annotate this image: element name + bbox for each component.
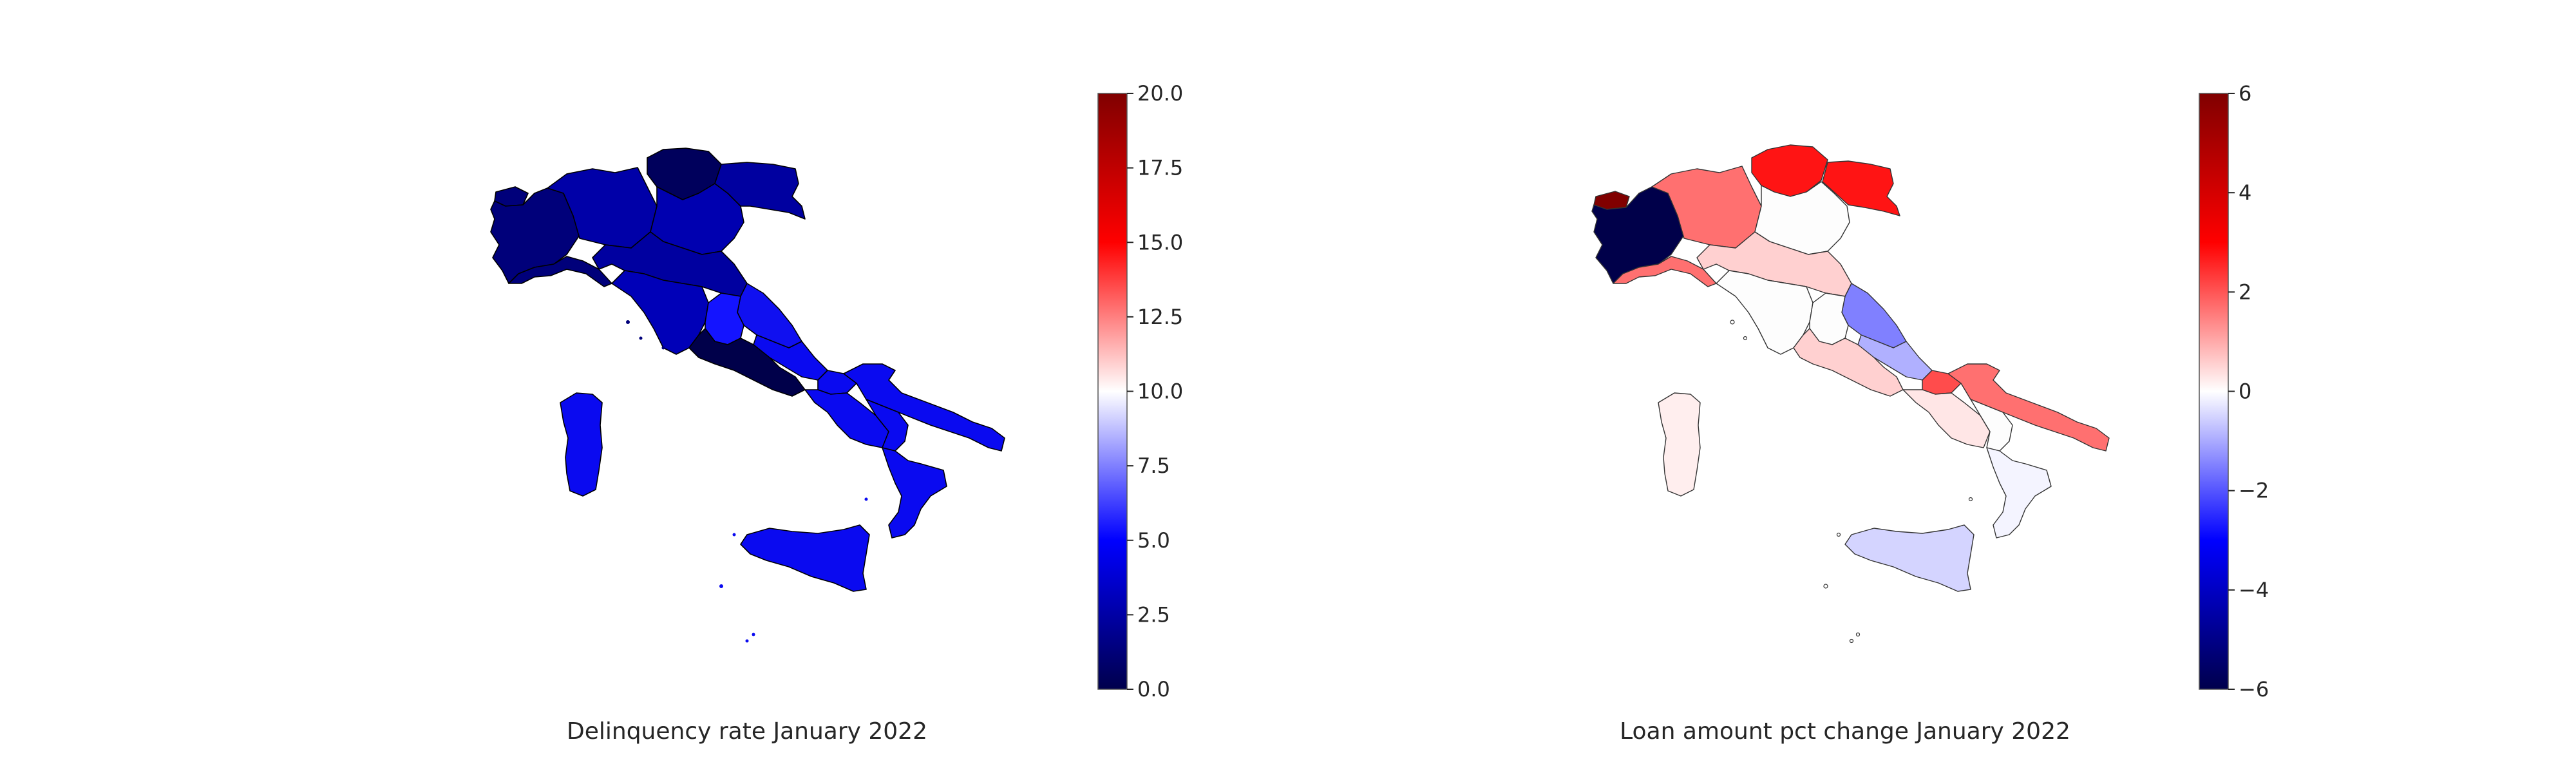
colorbar-tick-label: 5.0: [1137, 528, 1170, 553]
region-trentino-alto-adige: [1751, 144, 1828, 197]
region-sardegna: [560, 392, 603, 497]
region-sicilia: [1844, 524, 1975, 592]
region-friuli-venezia-giulia: [1822, 160, 1900, 216]
island-marker: [1730, 320, 1735, 325]
island-marker: [745, 639, 749, 643]
region-sicilia: [740, 524, 870, 592]
region-lazio: [1793, 328, 1904, 397]
colorbar-tick-label: 7.5: [1137, 453, 1170, 478]
colorbar-tick-label: −4: [2239, 578, 2269, 602]
colorbar-tick-label: 15.0: [1137, 230, 1183, 254]
island-marker: [1823, 584, 1828, 589]
region-basilicata: [1970, 399, 2013, 452]
island-marker: [1849, 638, 1854, 644]
colorbar-tick-label: 20.0: [1137, 81, 1183, 106]
island-marker: [1836, 532, 1841, 537]
delinquency-colorbar: 0.0 2.5 5.0 7.5 10.0 12.5 15.0 17.5 20.0: [1097, 81, 1183, 701]
island-marker: [661, 346, 665, 350]
colorbar-tick-label: 6: [2239, 81, 2251, 106]
colorbar-gradient: [1097, 93, 1128, 690]
colorbar-tick-label: 4: [2239, 180, 2251, 205]
delinquency-map: [490, 148, 1005, 643]
loan-change-colorbar: −6 −4 −2 0 2 4 6: [2199, 81, 2269, 701]
map-title: Delinquency rate January 2022: [567, 718, 927, 745]
region-campania: [1902, 389, 1991, 448]
loan-change-map: [1591, 144, 2110, 644]
island-marker: [1743, 336, 1748, 341]
region-toscana: [1716, 270, 1814, 355]
colorbar-tick-label: 0: [2239, 379, 2251, 404]
colorbar-tick-label: −6: [2239, 677, 2269, 701]
island-marker: [732, 533, 736, 537]
colorbar-tick-label: 0.0: [1137, 677, 1170, 701]
map-title: Loan amount pct change January 2022: [1620, 718, 2070, 745]
region-calabria: [1986, 447, 2052, 539]
island-marker: [1855, 632, 1861, 637]
island-marker: [864, 497, 868, 501]
colorbar-tick-label: 17.5: [1137, 156, 1183, 180]
region-calabria: [882, 447, 947, 539]
region-friuli-venezia-giulia: [714, 162, 806, 220]
colorbar-tick-label: −2: [2239, 479, 2269, 503]
island-marker: [752, 633, 755, 636]
colorbar-tick-label: 2: [2239, 280, 2251, 304]
region-basilicata: [866, 399, 909, 452]
island-marker: [1968, 497, 1973, 502]
island-marker: [626, 320, 630, 324]
region-marche: [737, 283, 802, 348]
region-marche: [1841, 283, 1907, 348]
region-lazio: [688, 328, 806, 397]
colorbar-tick-label: 12.5: [1137, 305, 1183, 329]
colorbar-tick-label: 2.5: [1137, 602, 1170, 627]
region-sardegna: [1658, 392, 1701, 497]
colorbar-gradient: [2199, 93, 2229, 690]
island-marker: [719, 584, 723, 588]
colorbar-tick-label: 10.0: [1137, 379, 1183, 404]
region-toscana: [611, 270, 709, 355]
island-marker: [639, 336, 643, 340]
